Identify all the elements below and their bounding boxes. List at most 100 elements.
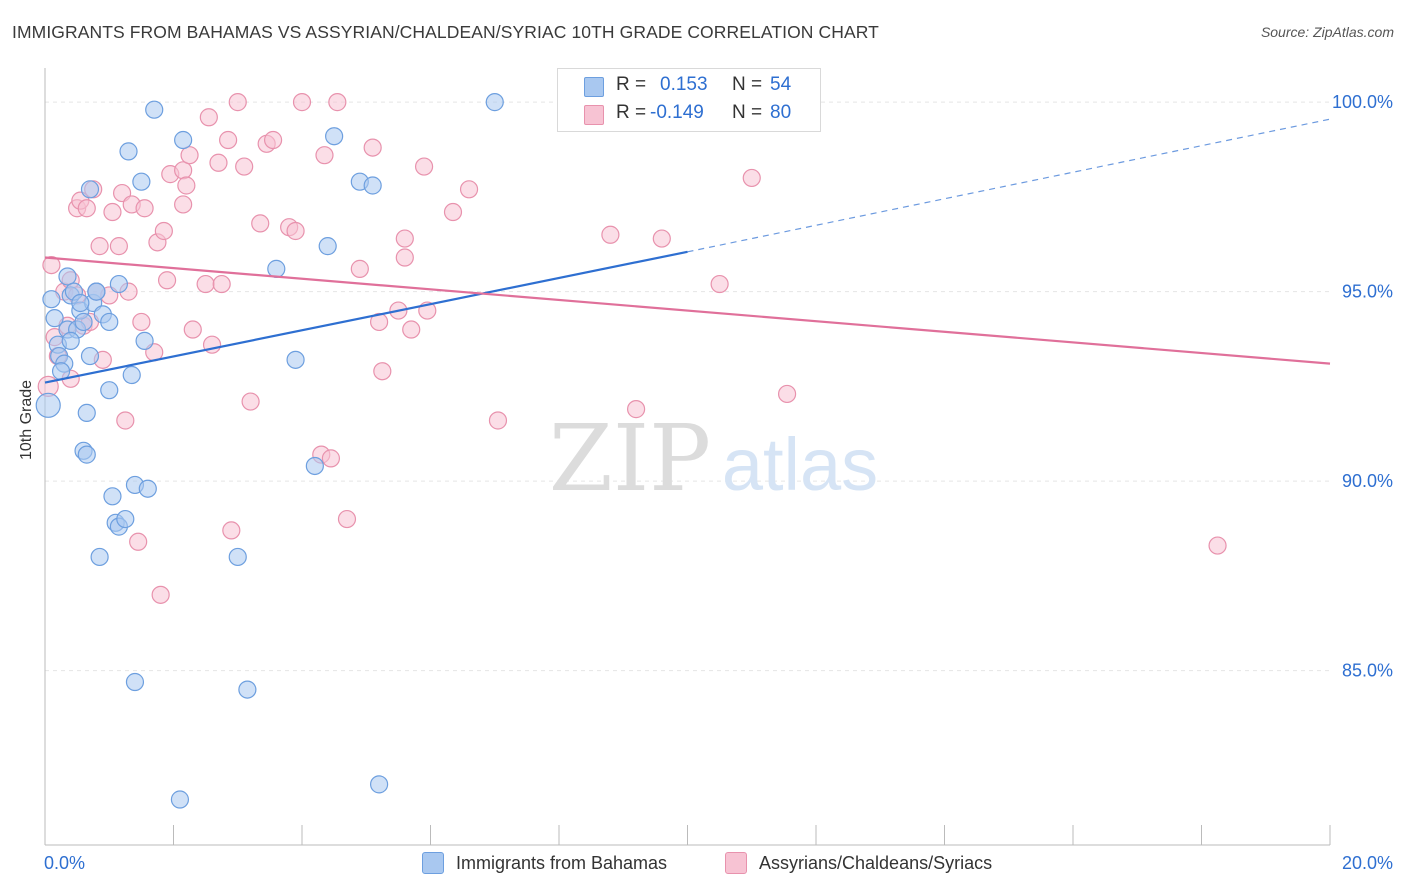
data-point-bahamas bbox=[267, 259, 286, 278]
source-credit: Source: ZipAtlas.com bbox=[1260, 24, 1394, 40]
data-point-assyrian bbox=[174, 161, 193, 180]
legend-swatch-pink bbox=[584, 105, 604, 125]
data-point-bahamas bbox=[35, 392, 61, 418]
data-point-bahamas bbox=[363, 176, 382, 195]
trend-lines bbox=[44, 118, 1331, 384]
data-point-assyrian bbox=[222, 521, 241, 540]
y-tick-label: 100.0% bbox=[1332, 92, 1393, 112]
data-point-assyrian bbox=[154, 221, 173, 241]
data-point-assyrian bbox=[328, 93, 347, 112]
data-point-assyrian bbox=[395, 229, 414, 248]
data-point-bahamas bbox=[77, 445, 96, 464]
data-point-assyrian bbox=[459, 180, 479, 199]
data-point-assyrian bbox=[151, 585, 170, 604]
trend-line-assyrian bbox=[44, 256, 1331, 365]
data-point-assyrian bbox=[286, 221, 305, 241]
data-point-bahamas bbox=[170, 790, 190, 809]
legend-n-label: N = bbox=[732, 74, 763, 95]
legend-swatch-bahamas bbox=[422, 852, 444, 874]
data-point-assyrian bbox=[180, 146, 199, 165]
data-point-assyrian bbox=[395, 248, 414, 267]
data-point-assyrian bbox=[135, 199, 154, 218]
data-point-bahamas bbox=[42, 290, 61, 309]
data-point-assyrian bbox=[321, 449, 341, 468]
data-point-bahamas bbox=[45, 309, 64, 328]
legend-r-label: R = bbox=[616, 102, 647, 123]
data-point-assyrian bbox=[177, 176, 196, 195]
legend-swatch-blue bbox=[584, 77, 604, 97]
data-point-assyrian bbox=[337, 509, 357, 529]
data-point-bahamas bbox=[145, 100, 164, 119]
series-blue-points bbox=[35, 93, 504, 809]
data-point-bahamas bbox=[370, 775, 389, 794]
data-point-assyrian bbox=[132, 312, 151, 332]
chart-title: IMMIGRANTS FROM BAHAMAS VS ASSYRIAN/CHAL… bbox=[12, 22, 879, 42]
data-point-assyrian bbox=[373, 362, 392, 381]
x-tick-label: 20.0% bbox=[1342, 853, 1393, 873]
data-point-assyrian bbox=[116, 411, 135, 430]
data-point-assyrian bbox=[77, 199, 96, 218]
data-point-bahamas bbox=[325, 127, 344, 146]
legend-n-value: 80 bbox=[770, 102, 792, 123]
data-point-bahamas bbox=[238, 680, 257, 699]
data-point-bahamas bbox=[318, 237, 337, 256]
legend-swatch-assyrian bbox=[725, 852, 747, 874]
legend-r-value: -0.149 bbox=[650, 102, 704, 123]
data-point-bahamas bbox=[61, 331, 80, 350]
x-tick-labels: 0.0% 20.0% bbox=[44, 853, 1393, 873]
data-point-assyrian bbox=[103, 202, 122, 222]
legend-label-bahamas: Immigrants from Bahamas bbox=[456, 852, 668, 873]
data-point-assyrian bbox=[199, 108, 218, 127]
axes bbox=[44, 68, 1331, 846]
data-point-bahamas bbox=[135, 331, 154, 350]
data-point-assyrian bbox=[488, 411, 508, 430]
data-point-assyrian bbox=[109, 237, 128, 256]
data-point-bahamas bbox=[286, 350, 305, 369]
data-point-bahamas bbox=[77, 403, 96, 423]
legend-r-label: R = bbox=[616, 74, 647, 95]
data-point-bahamas bbox=[485, 93, 504, 112]
data-point-assyrian bbox=[212, 274, 231, 294]
data-point-assyrian bbox=[42, 255, 61, 275]
data-point-bahamas bbox=[125, 672, 145, 692]
data-point-bahamas bbox=[132, 172, 151, 191]
data-point-bahamas bbox=[305, 456, 324, 476]
legend-label-assyrian: Assyrians/Chaldeans/Syriacs bbox=[759, 852, 993, 873]
grid-lines bbox=[45, 101, 1330, 672]
data-point-assyrian bbox=[443, 202, 463, 222]
data-point-assyrian bbox=[1208, 536, 1227, 555]
watermark: ZIP atlas bbox=[549, 405, 878, 512]
data-point-assyrian bbox=[219, 130, 238, 150]
x-tick-label: 0.0% bbox=[44, 853, 85, 873]
data-point-bahamas bbox=[58, 267, 77, 286]
data-point-bahamas bbox=[228, 547, 247, 567]
data-point-bahamas bbox=[80, 346, 100, 366]
data-point-assyrian bbox=[350, 259, 369, 278]
data-point-bahamas bbox=[119, 142, 138, 161]
data-point-assyrian bbox=[196, 274, 215, 294]
data-point-assyrian bbox=[402, 320, 421, 339]
data-point-assyrian bbox=[777, 384, 797, 404]
y-tick-labels: 100.0% 95.0% 90.0% 85.0% bbox=[1332, 92, 1393, 681]
data-point-bahamas bbox=[174, 130, 193, 150]
data-point-assyrian bbox=[174, 195, 193, 214]
data-point-bahamas bbox=[116, 509, 135, 529]
data-point-assyrian bbox=[183, 320, 202, 339]
data-point-assyrian bbox=[157, 271, 177, 290]
series-legend: Immigrants from Bahamas Assyrians/Chalde… bbox=[0, 852, 1406, 878]
data-point-bahamas bbox=[100, 312, 119, 332]
data-point-bahamas bbox=[90, 547, 109, 567]
data-point-assyrian bbox=[228, 93, 247, 112]
data-point-assyrian bbox=[209, 153, 228, 172]
legend-item-assyrian: Assyrians/Chaldeans/Syriacs bbox=[725, 852, 992, 874]
data-point-assyrian bbox=[652, 229, 671, 248]
data-point-assyrian bbox=[90, 237, 109, 256]
data-point-assyrian bbox=[710, 274, 729, 294]
data-point-assyrian bbox=[363, 138, 382, 157]
data-point-bahamas bbox=[100, 381, 119, 400]
data-point-bahamas bbox=[74, 312, 93, 332]
data-point-bahamas bbox=[109, 274, 128, 294]
watermark-zip: ZIP bbox=[549, 405, 711, 512]
data-point-assyrian bbox=[626, 400, 646, 419]
